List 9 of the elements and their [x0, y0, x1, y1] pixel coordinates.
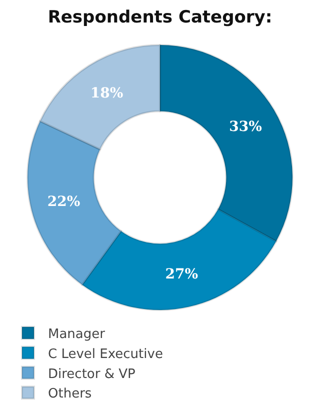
data-label: 18%: [90, 86, 124, 102]
chart-title: Respondents Category:: [48, 7, 272, 28]
data-label: 33%: [229, 118, 262, 135]
legend-label: Director & VP: [48, 366, 136, 382]
legend-label: Others: [48, 386, 92, 402]
data-label: 27%: [165, 266, 198, 282]
legend-label: C Level Executive: [48, 346, 163, 362]
data-label: 22%: [47, 194, 80, 210]
legend-label: Manager: [48, 326, 106, 342]
